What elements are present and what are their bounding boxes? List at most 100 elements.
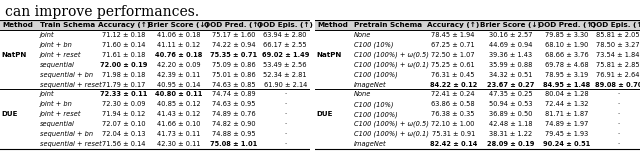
Text: None: None	[354, 92, 371, 97]
Text: 81.71 ± 1.87: 81.71 ± 1.87	[545, 111, 588, 117]
Text: ·: ·	[617, 121, 620, 127]
Text: Train Schema: Train Schema	[40, 22, 95, 28]
Text: 76.91 ± 2.64: 76.91 ± 2.64	[596, 72, 640, 78]
Text: ·: ·	[284, 131, 286, 137]
Text: 35.99 ± 0.88: 35.99 ± 0.88	[489, 62, 532, 68]
Text: joint: joint	[40, 32, 54, 38]
Text: sequential + reset: sequential + reset	[40, 141, 101, 147]
Text: 85.81 ± 2.05: 85.81 ± 2.05	[596, 32, 640, 38]
Text: ·: ·	[617, 101, 620, 107]
Text: 40.95 ± 0.14: 40.95 ± 0.14	[157, 81, 200, 88]
Text: 75.81 ± 2.85: 75.81 ± 2.85	[596, 62, 640, 68]
Bar	[315, 20, 640, 30]
Text: ·: ·	[617, 131, 620, 137]
Text: 40.76 ± 0.18: 40.76 ± 0.18	[155, 52, 202, 58]
Text: C100 (100%) + ω(0.1): C100 (100%) + ω(0.1)	[354, 61, 429, 68]
Text: None: None	[354, 32, 371, 38]
Text: 73.54 ± 1.84: 73.54 ± 1.84	[596, 52, 640, 58]
Text: 28.09 ± 0.19: 28.09 ± 0.19	[486, 141, 534, 147]
Text: 78.50 ± 3.27: 78.50 ± 3.27	[596, 42, 640, 48]
Text: ImageNet: ImageNet	[354, 81, 387, 88]
Text: NatPN: NatPN	[317, 52, 342, 58]
Text: 82.42 ± 0.14: 82.42 ± 0.14	[429, 141, 477, 147]
Text: Brier Score (↓): Brier Score (↓)	[480, 22, 541, 28]
Text: 75.08 ± 1.01: 75.08 ± 1.01	[210, 141, 257, 147]
Text: 71.60 ± 0.14: 71.60 ± 0.14	[102, 42, 145, 48]
Text: ·: ·	[284, 92, 286, 97]
Text: 41.43 ± 0.12: 41.43 ± 0.12	[157, 111, 200, 117]
Text: 72.04 ± 0.13: 72.04 ± 0.13	[102, 131, 145, 137]
Text: 47.35 ± 0.25: 47.35 ± 0.25	[488, 92, 532, 97]
Text: 75.35 ± 0.71: 75.35 ± 0.71	[210, 52, 257, 58]
Text: 75.17 ± 1.60: 75.17 ± 1.60	[212, 32, 255, 38]
Text: 74.82 ± 0.90: 74.82 ± 0.90	[212, 121, 255, 127]
Text: 74.63 ± 0.95: 74.63 ± 0.95	[212, 101, 255, 107]
Text: OOD Pred. (↑): OOD Pred. (↑)	[538, 22, 596, 28]
Text: 69.02 ± 1.49: 69.02 ± 1.49	[262, 52, 309, 58]
Text: 36.89 ± 0.50: 36.89 ± 0.50	[488, 111, 532, 117]
Text: 72.00 ± 0.19: 72.00 ± 0.19	[100, 62, 147, 68]
Text: OOD Epis. (↑): OOD Epis. (↑)	[590, 22, 640, 28]
Text: 72.41 ± 0.24: 72.41 ± 0.24	[431, 92, 475, 97]
Text: 71.12 ± 0.18: 71.12 ± 0.18	[102, 32, 145, 38]
Text: joint: joint	[40, 91, 54, 97]
Text: 44.69 ± 0.94: 44.69 ± 0.94	[488, 42, 532, 48]
Text: C100 (100%): C100 (100%)	[354, 111, 397, 117]
Text: 74.63 ± 0.85: 74.63 ± 0.85	[212, 81, 255, 88]
Bar	[0, 20, 310, 30]
Text: 66.17 ± 2.55: 66.17 ± 2.55	[264, 42, 307, 48]
Text: OOD Epis. (↑): OOD Epis. (↑)	[257, 22, 313, 28]
Text: 39.36 ± 1.43: 39.36 ± 1.43	[489, 52, 532, 58]
Text: sequential + bn: sequential + bn	[40, 72, 93, 78]
Text: 42.30 ± 0.11: 42.30 ± 0.11	[157, 141, 200, 147]
Text: OOD Pred. (↑): OOD Pred. (↑)	[205, 22, 262, 28]
Text: 41.66 ± 0.10: 41.66 ± 0.10	[157, 121, 200, 127]
Text: ·: ·	[284, 121, 286, 127]
Text: 75.31 ± 0.91: 75.31 ± 0.91	[431, 131, 475, 137]
Text: 79.85 ± 3.30: 79.85 ± 3.30	[545, 32, 588, 38]
Text: 71.79 ± 0.17: 71.79 ± 0.17	[102, 81, 145, 88]
Text: ·: ·	[617, 111, 620, 117]
Text: 72.10 ± 1.00: 72.10 ± 1.00	[431, 121, 475, 127]
Text: 78.45 ± 1.94: 78.45 ± 1.94	[431, 32, 475, 38]
Text: 76.31 ± 0.45: 76.31 ± 0.45	[431, 72, 475, 78]
Text: 90.24 ± 0.51: 90.24 ± 0.51	[543, 141, 590, 147]
Text: Brier Score (↓): Brier Score (↓)	[148, 22, 209, 28]
Text: joint + bn: joint + bn	[40, 42, 72, 48]
Text: can improve performances.: can improve performances.	[5, 5, 199, 19]
Text: joint + bn: joint + bn	[40, 101, 72, 107]
Text: 63.86 ± 0.58: 63.86 ± 0.58	[431, 101, 475, 107]
Text: C100 (100%): C100 (100%)	[354, 71, 397, 78]
Text: Method: Method	[317, 22, 349, 28]
Text: 63.94 ± 2.80: 63.94 ± 2.80	[264, 32, 307, 38]
Text: 80.04 ± 1.28: 80.04 ± 1.28	[545, 92, 589, 97]
Text: C100 (100%) + ω(0.5): C100 (100%) + ω(0.5)	[354, 52, 429, 58]
Text: joint + reset: joint + reset	[40, 111, 81, 117]
Text: 68.66 ± 3.76: 68.66 ± 3.76	[545, 52, 589, 58]
Text: Method: Method	[3, 22, 33, 28]
Text: 84.95 ± 1.48: 84.95 ± 1.48	[543, 81, 590, 88]
Text: Accuracy (↑): Accuracy (↑)	[427, 22, 479, 28]
Text: Pretrain Schema: Pretrain Schema	[354, 22, 422, 28]
Text: C100 (100%) + ω(0.5): C100 (100%) + ω(0.5)	[354, 121, 429, 128]
Text: 50.94 ± 0.53: 50.94 ± 0.53	[488, 101, 532, 107]
Text: 71.61 ± 0.18: 71.61 ± 0.18	[102, 52, 145, 58]
Text: 75.09 ± 0.86: 75.09 ± 0.86	[212, 62, 255, 68]
Text: ·: ·	[284, 141, 286, 147]
Text: sequential: sequential	[40, 62, 74, 68]
Text: 74.74 ± 0.89: 74.74 ± 0.89	[212, 92, 255, 97]
Text: 78.95 ± 3.19: 78.95 ± 3.19	[545, 72, 588, 78]
Text: NatPN: NatPN	[1, 52, 27, 58]
Text: 72.50 ± 1.07: 72.50 ± 1.07	[431, 52, 475, 58]
Text: DUE: DUE	[1, 111, 18, 117]
Text: DUE: DUE	[317, 111, 333, 117]
Text: 75.25 ± 0.61: 75.25 ± 0.61	[431, 62, 475, 68]
Text: 72.30 ± 0.09: 72.30 ± 0.09	[102, 101, 145, 107]
Text: ·: ·	[617, 92, 620, 97]
Text: 61.90 ± 2.14: 61.90 ± 2.14	[264, 81, 307, 88]
Text: 41.11 ± 0.12: 41.11 ± 0.12	[157, 42, 200, 48]
Text: 34.32 ± 0.51: 34.32 ± 0.51	[489, 72, 532, 78]
Text: 42.20 ± 0.09: 42.20 ± 0.09	[157, 62, 201, 68]
Text: 72.44 ± 1.32: 72.44 ± 1.32	[545, 101, 589, 107]
Text: 67.25 ± 0.71: 67.25 ± 0.71	[431, 42, 475, 48]
